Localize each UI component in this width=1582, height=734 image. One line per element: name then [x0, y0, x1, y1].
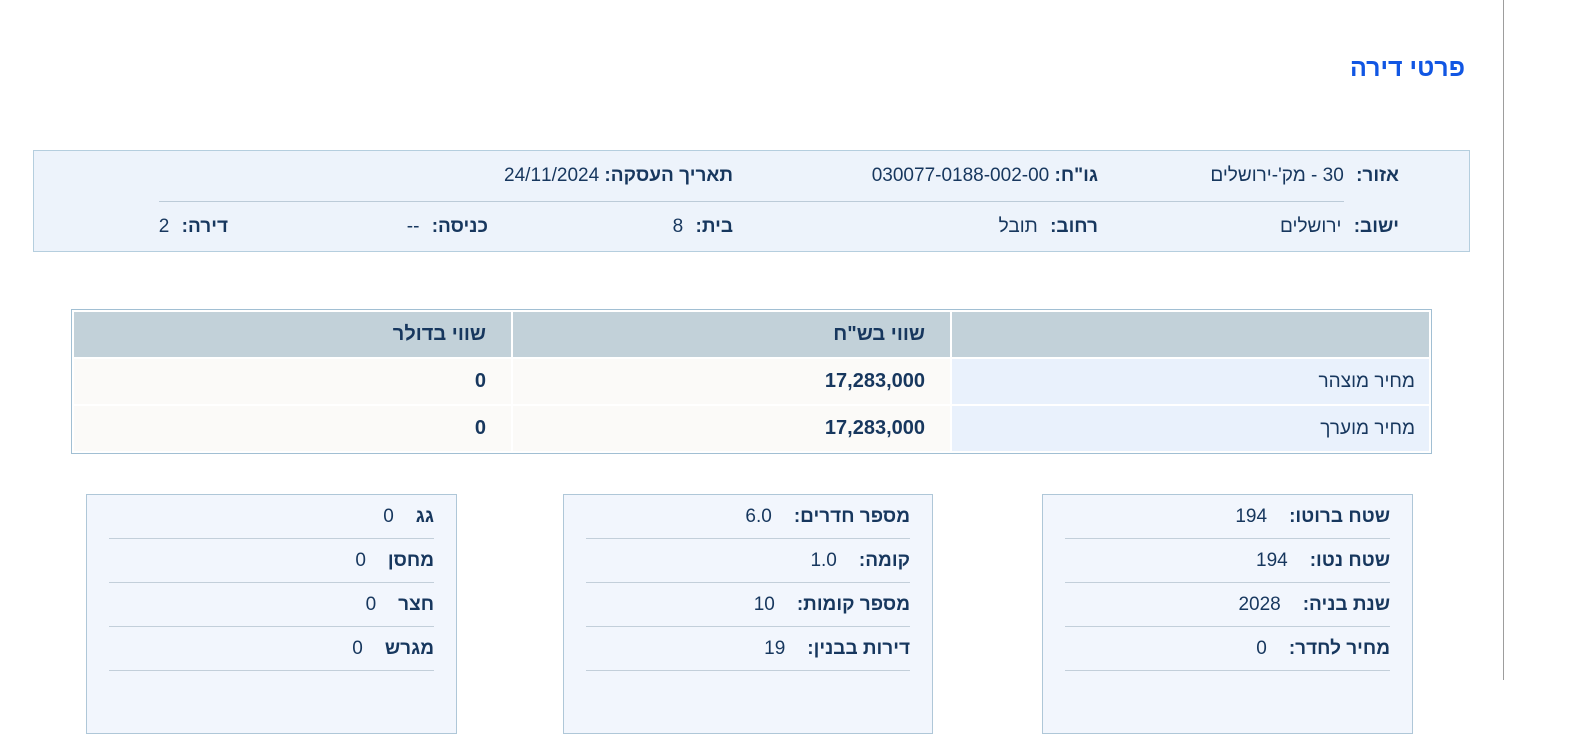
- row-rooms: מספר חדרים: 6.0: [564, 495, 932, 538]
- estimated-price-usd: 0: [74, 406, 511, 451]
- field-area: אזור: 30 - מק'-ירושלים: [1098, 165, 1399, 187]
- field-deal-date-value: 24/11/2024: [504, 165, 600, 186]
- row-label-declared-price: מחיר מוצהר: [952, 359, 1429, 404]
- row-separator: [109, 626, 434, 627]
- row-apartments-in-building: דירות בבנין: 19: [564, 627, 932, 670]
- row-roof: גג 0: [87, 495, 456, 538]
- row-price-per-room: מחיר לחדר: 0: [1043, 627, 1412, 670]
- field-house-value: 8: [672, 216, 684, 237]
- price-table-header-empty: [952, 312, 1429, 357]
- vertical-divider: [1503, 0, 1504, 680]
- rooms-label: מספר חדרים:: [793, 505, 910, 527]
- total-floors-value: 10: [753, 593, 775, 615]
- field-street-value: תובל: [998, 216, 1038, 237]
- roof-label: גג: [415, 505, 434, 527]
- floor-value: 1.0: [810, 549, 837, 571]
- field-apartment-label: דירה:: [181, 216, 228, 237]
- table-row-estimated-price: מחיר מוערך 17,283,000 0: [74, 406, 1429, 451]
- row-net-area: שטח נטו: 194: [1043, 539, 1412, 582]
- yard-value: 0: [365, 593, 377, 615]
- field-apartment-value: 2: [158, 216, 170, 237]
- info-row-deal: אזור: 30 - מק'-ירושלים גו"ח: 030077-0188…: [104, 151, 1399, 201]
- field-deal-date: תאריך העסקה: 24/11/2024: [488, 165, 733, 187]
- info-box-separator: [159, 201, 1344, 202]
- row-separator: [109, 582, 434, 583]
- storage-value: 0: [355, 549, 366, 571]
- row-separator: [109, 670, 434, 671]
- apartments-in-building-value: 19: [764, 637, 786, 659]
- yard-label: חצר: [398, 593, 434, 615]
- apartments-in-building-label: דירות בבנין:: [807, 637, 910, 659]
- row-build-year: שנת בניה: 2028: [1043, 583, 1412, 626]
- price-table-header-usd: שווי בדולר: [74, 312, 511, 357]
- row-separator: [1065, 626, 1390, 627]
- row-gross-area: שטח ברוטו: 194: [1043, 495, 1412, 538]
- build-year-label: שנת בניה:: [1302, 593, 1390, 615]
- plot-value: 0: [352, 637, 363, 659]
- field-apartment: דירה: 2: [104, 216, 228, 238]
- row-storage: מחסן 0: [87, 539, 456, 582]
- apartment-details-page: { "page": { "title": "פרטי דירה" }, "col…: [33, 0, 1504, 734]
- table-row-declared-price: מחיר מוצהר 17,283,000 0: [74, 359, 1429, 404]
- field-gush-helka: גו"ח: 030077-0188-002-00: [733, 165, 1098, 187]
- gross-area-value: 194: [1235, 505, 1268, 527]
- field-entrance-value: --: [406, 216, 420, 237]
- row-total-floors: מספר קומות: 10: [564, 583, 932, 626]
- field-street: רחוב: תובל: [733, 216, 1098, 238]
- field-deal-date-label: תאריך העסקה:: [604, 165, 733, 186]
- field-city-label: ישוב:: [1353, 216, 1399, 237]
- building-box: מספר חדרים: 6.0 קומה: 1.0 מספר קומות: 10…: [563, 494, 933, 734]
- field-entrance-label: כניסה:: [431, 216, 488, 237]
- floor-label: קומה:: [858, 549, 910, 571]
- build-year-value: 2028: [1238, 593, 1281, 615]
- field-house-label: בית:: [695, 216, 733, 237]
- storage-label: מחסן: [387, 549, 434, 571]
- gross-area-label: שטח ברוטו:: [1289, 505, 1390, 527]
- net-area-label: שטח נטו:: [1309, 549, 1390, 571]
- price-per-room-value: 0: [1256, 637, 1267, 659]
- row-separator: [586, 626, 910, 627]
- field-entrance: כניסה: --: [228, 216, 488, 238]
- row-floor: קומה: 1.0: [564, 539, 932, 582]
- row-separator: [586, 670, 910, 671]
- field-city-value: ירושלים: [1280, 216, 1342, 237]
- row-separator: [586, 538, 910, 539]
- row-separator: [1065, 538, 1390, 539]
- areas-box: שטח ברוטו: 194 שטח נטו: 194 שנת בניה: 20…: [1042, 494, 1413, 734]
- price-table: שווי בש"ח שווי בדולר מחיר מוצהר 17,283,0…: [71, 309, 1432, 454]
- price-table-header-nis: שווי בש"ח: [513, 312, 950, 357]
- field-area-value: 30 - מק'-ירושלים: [1210, 165, 1344, 186]
- row-separator: [1065, 582, 1390, 583]
- field-gush-helka-value: 030077-0188-002-00: [871, 165, 1050, 186]
- row-separator: [586, 582, 910, 583]
- total-floors-label: מספר קומות:: [796, 593, 910, 615]
- field-area-label: אזור:: [1356, 165, 1399, 186]
- field-house: בית: 8: [488, 216, 733, 238]
- rooms-value: 6.0: [745, 505, 772, 527]
- row-plot: מגרש 0: [87, 627, 456, 670]
- price-per-room-label: מחיר לחדר:: [1288, 637, 1390, 659]
- field-street-label: רחוב:: [1050, 216, 1098, 237]
- plot-label: מגרש: [384, 637, 434, 659]
- field-city: ישוב: ירושלים: [1098, 216, 1399, 238]
- extras-box: גג 0 מחסן 0 חצר 0 מגרש 0: [86, 494, 457, 734]
- row-yard: חצר 0: [87, 583, 456, 626]
- price-table-header-row: שווי בש"ח שווי בדולר: [74, 312, 1429, 357]
- row-separator: [1065, 670, 1390, 671]
- row-label-estimated-price: מחיר מוערך: [952, 406, 1429, 451]
- declared-price-nis: 17,283,000: [513, 359, 950, 404]
- field-gush-helka-label: גו"ח:: [1054, 165, 1098, 186]
- estimated-price-nis: 17,283,000: [513, 406, 950, 451]
- net-area-value: 194: [1256, 549, 1288, 571]
- declared-price-usd: 0: [74, 359, 511, 404]
- row-separator: [109, 538, 434, 539]
- roof-value: 0: [383, 505, 394, 527]
- apartment-info-box: אזור: 30 - מק'-ירושלים גו"ח: 030077-0188…: [33, 150, 1470, 252]
- info-row-address: ישוב: ירושלים רחוב: תובל בית: 8 כניסה: -…: [104, 202, 1399, 252]
- page-title: פרטי דירה: [1349, 54, 1465, 82]
